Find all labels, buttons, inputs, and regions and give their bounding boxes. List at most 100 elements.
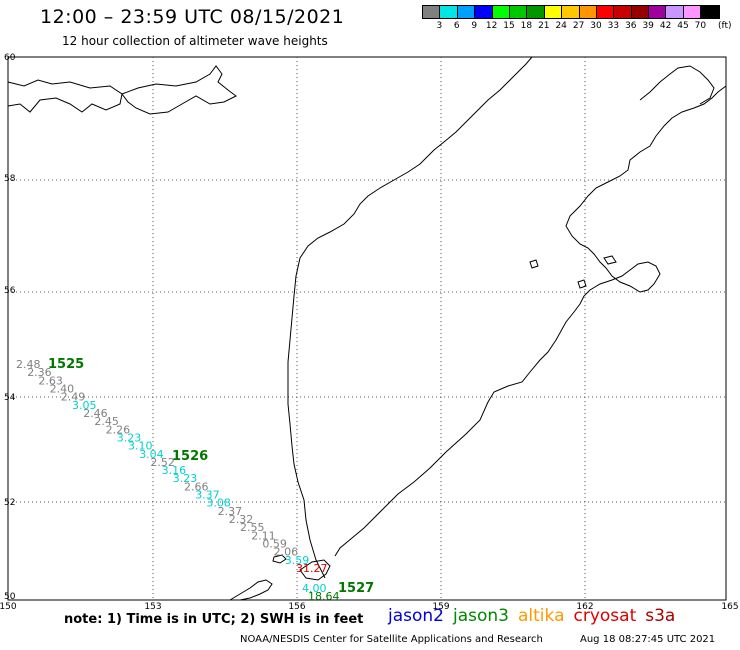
legend-label: 9 xyxy=(471,21,478,31)
legend-label: 12 xyxy=(485,21,498,31)
ne-headland xyxy=(639,65,715,105)
legend-swatch xyxy=(440,6,458,18)
altimeter-track: 2.482.362.632.402.493.052.462.452.263.23… xyxy=(16,357,374,603)
legend-swatch xyxy=(649,6,667,18)
map-title: 12:00 – 23:59 UTC 08/15/2021 xyxy=(40,6,345,28)
track-value: 2.32 xyxy=(229,513,254,526)
track-value: 0.59 xyxy=(262,538,287,551)
legend-swatch xyxy=(527,6,545,18)
legend-swatch xyxy=(579,6,597,18)
lon-label: 162 xyxy=(576,602,593,612)
ne-coast-island xyxy=(603,255,617,265)
lat-label: 58 xyxy=(4,174,16,184)
track-value: 3.10 xyxy=(128,440,153,453)
legend-label: 42 xyxy=(659,21,672,31)
track-value: 2.52 xyxy=(150,456,175,469)
legend-swatch xyxy=(457,6,476,18)
track-value: 2.66 xyxy=(184,480,209,493)
track-value: 2.26 xyxy=(106,423,131,436)
track-value: 2.11 xyxy=(251,529,276,542)
map-subtitle: 12 hour collection of altimeter wave hei… xyxy=(62,34,328,48)
legend-label: 45 xyxy=(677,21,689,31)
satellite-name: jason2 xyxy=(388,606,444,626)
legend-label: 27 xyxy=(572,21,585,31)
taui-bay-coast xyxy=(121,65,237,115)
track-value: 2.55 xyxy=(240,521,265,534)
legend-labels: (ft) 3 6 9 12 15 18 21 24 27 30 33 36 39 42 45 70 xyxy=(422,19,732,31)
small-island-1 xyxy=(529,259,539,269)
small-island-3 xyxy=(272,554,287,564)
track-value: 4.00 xyxy=(302,582,327,595)
lon-label: 156 xyxy=(288,602,305,612)
lon-label: 165 xyxy=(721,602,738,612)
legend-swatch xyxy=(544,6,563,18)
track-value: 2.40 xyxy=(50,383,75,396)
track-value: 2.06 xyxy=(274,546,299,559)
lat-label: 56 xyxy=(4,286,16,296)
track-value: 18.64 xyxy=(308,590,340,603)
track-value: 3.08 xyxy=(206,497,231,510)
graticule xyxy=(8,57,726,600)
track-value: 3.05 xyxy=(72,399,97,412)
satellite-name: s3a xyxy=(645,606,676,626)
legend-label: 21 xyxy=(538,21,550,31)
legend-swatch xyxy=(614,6,632,18)
legend-label: 30 xyxy=(590,21,602,31)
kuril-island xyxy=(229,579,273,601)
legend-swatch xyxy=(701,6,719,18)
satellite-legend: jason2 jason3 altika cryosat s3a xyxy=(388,606,684,626)
track-value: 3.23 xyxy=(117,431,142,444)
note-text: note: 1) Time is in UTC; 2) SWH is in fe… xyxy=(64,612,364,627)
satellite-name: cryosat xyxy=(573,606,637,626)
track-value: 3.04 xyxy=(139,448,164,461)
track-value: 2.49 xyxy=(61,391,86,404)
legend-swatch xyxy=(631,6,650,18)
pass-label: 1526 xyxy=(172,449,208,464)
track-value: 3.59 xyxy=(285,554,310,567)
track-value: 2.48 xyxy=(16,358,41,371)
color-legend: (ft) 3 6 9 12 15 18 21 24 27 30 33 36 39 42 45 70 xyxy=(422,5,732,33)
legend-unit: (ft) xyxy=(718,21,732,31)
latitude-labels: 60 58 56 54 52 50 xyxy=(4,53,16,602)
longitude-labels: 150 153 156 159 162 165 xyxy=(0,602,739,612)
legend-label: 6 xyxy=(453,21,460,31)
legend-label: 18 xyxy=(520,21,533,31)
legend-label: 15 xyxy=(503,21,515,31)
legend-swatch xyxy=(492,6,510,18)
track-value: 3.37 xyxy=(195,489,220,502)
track-value: 2.46 xyxy=(83,407,108,420)
timestamp-text: Aug 18 08:27:45 UTC 2021 xyxy=(580,634,716,645)
lon-label: 153 xyxy=(144,602,161,612)
kamchatka-coast xyxy=(334,85,727,557)
lon-label: 159 xyxy=(432,602,449,612)
legend-swatch xyxy=(683,6,702,18)
track-value: 3.16 xyxy=(162,464,187,477)
lat-label: 52 xyxy=(4,498,15,508)
legend-swatch xyxy=(423,6,441,18)
legend-label: 36 xyxy=(625,21,637,31)
coastline xyxy=(7,56,727,601)
track-value: 3.23 xyxy=(173,472,198,485)
track-value: 31.27 xyxy=(296,562,328,575)
legend-label: 33 xyxy=(607,21,620,31)
track-value: 2.63 xyxy=(38,374,63,387)
island-south-tip xyxy=(299,559,331,581)
credit-text: NOAA/NESDIS Center for Satellite Applica… xyxy=(240,634,543,645)
map-frame xyxy=(7,56,727,601)
pass-label: 1525 xyxy=(48,357,84,372)
lat-label: 50 xyxy=(4,592,16,602)
okhotsk-north-coast xyxy=(7,79,123,113)
legend-label: 3 xyxy=(436,21,443,31)
track-value: 2.37 xyxy=(218,505,243,518)
lat-label: 60 xyxy=(4,53,16,63)
legend-swatch xyxy=(596,6,615,18)
legend-swatch xyxy=(562,6,580,18)
lon-label: 150 xyxy=(0,602,17,612)
track-value: 2.36 xyxy=(27,366,52,379)
legend-swatch xyxy=(475,6,493,18)
pass-label: 1527 xyxy=(338,581,374,596)
legend-label: 39 xyxy=(642,21,654,31)
track-value: 2.45 xyxy=(94,415,119,428)
legend-swatches xyxy=(422,5,720,19)
kamchatka-west-coast xyxy=(287,56,533,579)
